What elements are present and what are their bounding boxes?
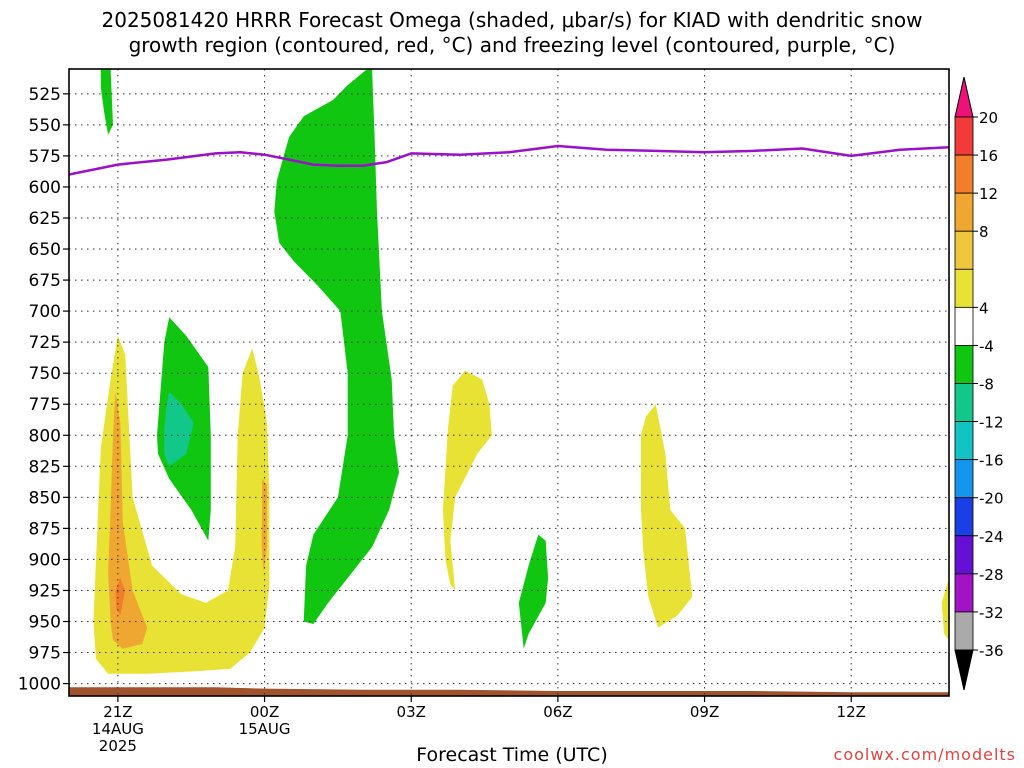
y-tick-label-525: 525 [29, 85, 61, 105]
y-tick-label-900: 900 [29, 550, 61, 570]
y-axis: 525 550 575 600 625 650 675 700 725 750 775 800 825 8… [18, 85, 69, 695]
y-tick-label-650: 650 [29, 240, 61, 260]
colorbar-label-0: 20 [979, 109, 998, 127]
colorbar-label-4: 4 [979, 299, 989, 317]
x-tick-label-33-0: 09Z [690, 703, 719, 721]
y-tick-label-850: 850 [29, 488, 61, 508]
freezing-level-line [69, 144, 949, 176]
y-tick-label-925: 925 [29, 581, 61, 601]
colorbar-label-1: 16 [979, 147, 998, 165]
colorbar-label-12: -32 [979, 604, 1004, 622]
colorbar-bin-11 [954, 497, 974, 537]
colorbar-bin-12 [954, 535, 974, 575]
colorbar-bin-13 [954, 573, 974, 613]
x-tick-label-24-1: 15AUG [239, 720, 291, 738]
colorbar-label-10: -24 [979, 528, 1004, 546]
surface-terrain-layer [69, 687, 949, 696]
y-tick-label-950: 950 [29, 613, 61, 633]
omega-region-positive-4 [443, 370, 492, 591]
colorbar-label-6: -8 [979, 376, 994, 394]
omega-shading-layer [93, 69, 949, 674]
colorbar-bin-3 [954, 192, 974, 232]
y-tick-label-875: 875 [29, 519, 61, 539]
chart-title-line-1: 2025081420 HRRR Forecast Omega (shaded, … [101, 8, 923, 32]
x-tick-label-27-0: 03Z [397, 703, 426, 721]
colorbar-label-3: 8 [979, 223, 989, 241]
y-tick-label-550: 550 [29, 116, 61, 136]
y-tick-label-975: 975 [29, 644, 61, 664]
colorbar-bin-14 [954, 611, 974, 651]
colorbar-top-arrow [954, 76, 974, 118]
colorbar-label-11: -28 [979, 566, 1004, 584]
x-tick-label-30-0: 06Z [543, 703, 572, 721]
y-tick-label-675: 675 [29, 271, 61, 291]
colorbar-label-5: -4 [979, 337, 994, 355]
y-tick-label-825: 825 [29, 457, 61, 477]
omega-region-negative-0 [100, 69, 113, 135]
colorbar-label-9: -20 [979, 490, 1004, 508]
colorbar-bin-5 [954, 268, 974, 308]
site-credit: coolwx.com/modelts [833, 745, 1016, 764]
x-tick-label-21-1: 14AUG [92, 720, 144, 738]
y-tick-label-575: 575 [29, 147, 61, 167]
colorbar-label-2: 12 [979, 185, 998, 203]
colorbar-bin-8 [954, 383, 974, 422]
grid-layer [69, 69, 949, 696]
x-axis-label: Forecast Time (UTC) [416, 744, 608, 766]
y-tick-label-625: 625 [29, 209, 61, 229]
y-tick-label-800: 800 [29, 426, 61, 446]
omega-region-negative-4 [518, 534, 549, 649]
y-tick-label-700: 700 [29, 302, 61, 322]
x-tick-label-24-0: 00Z [250, 703, 279, 721]
plot-area [69, 69, 949, 696]
colorbar-bin-9 [954, 421, 974, 461]
omega-region-positive-5 [641, 404, 693, 628]
y-tick-label-1000: 1000 [18, 675, 61, 695]
surface-terrain [69, 687, 949, 696]
x-tick-label-21-0: 21Z [103, 703, 132, 721]
colorbar-label-8: -16 [979, 452, 1004, 470]
y-tick-label-600: 600 [29, 178, 61, 198]
colorbar-bin-2 [954, 154, 974, 194]
colorbar-bin-4 [954, 230, 974, 270]
colorbar-bin-6 [954, 306, 974, 346]
y-tick-label-775: 775 [29, 395, 61, 415]
colorbar-bin-7 [954, 345, 974, 384]
plot-frame [68, 68, 950, 697]
y-tick-label-725: 725 [29, 333, 61, 353]
colorbar-bin-10 [954, 459, 974, 499]
freezing-level-layer [69, 144, 949, 176]
x-tick-label-21-2: 2025 [99, 737, 137, 755]
omega-region-positive-6 [941, 578, 949, 641]
colorbar-bin-1 [954, 116, 974, 156]
x-tick-label-36-0: 12Z [837, 703, 866, 721]
colorbar-bottom-arrow [954, 649, 974, 691]
colorbar: 20 16 12 8 4 -4 -8 -12 -16 -20 -24 -28 -32 -36 [954, 76, 1004, 691]
chart-title-line-2: growth region (contoured, red, °C) and f… [128, 33, 896, 57]
colorbar-label-7: -12 [979, 414, 1004, 432]
omega-region-positive-0 [93, 335, 270, 674]
colorbar-label-13: -36 [979, 642, 1004, 660]
omega-region-negative-3 [164, 391, 194, 467]
omega-region-positive-3 [115, 578, 126, 616]
y-tick-label-750: 750 [29, 364, 61, 384]
omega-region-negative-1 [274, 69, 399, 624]
